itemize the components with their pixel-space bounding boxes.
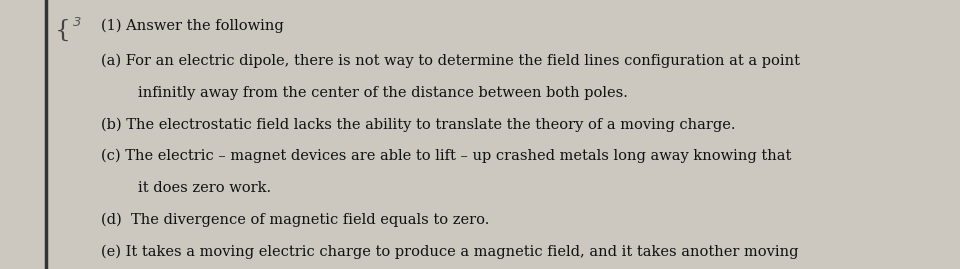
Text: (1) Answer the following: (1) Answer the following — [101, 19, 283, 33]
Text: (e) It takes a moving electric charge to produce a magnetic field, and it takes : (e) It takes a moving electric charge to… — [101, 244, 799, 259]
Text: (a) For an electric dipole, there is not way to determine the field lines config: (a) For an electric dipole, there is not… — [101, 54, 800, 68]
Text: {: { — [55, 19, 70, 42]
Text: 3: 3 — [73, 16, 81, 29]
Text: infinitly away from the center of the distance between both poles.: infinitly away from the center of the di… — [101, 86, 628, 100]
Text: it does zero work.: it does zero work. — [101, 181, 271, 195]
Text: (b) The electrostatic field lacks the ability to translate the theory of a movin: (b) The electrostatic field lacks the ab… — [101, 117, 735, 132]
Text: (c) The electric – magnet devices are able to lift – up crashed metals long away: (c) The electric – magnet devices are ab… — [101, 149, 791, 163]
Text: (d)  The divergence of magnetic field equals to zero.: (d) The divergence of magnetic field equ… — [101, 213, 490, 227]
